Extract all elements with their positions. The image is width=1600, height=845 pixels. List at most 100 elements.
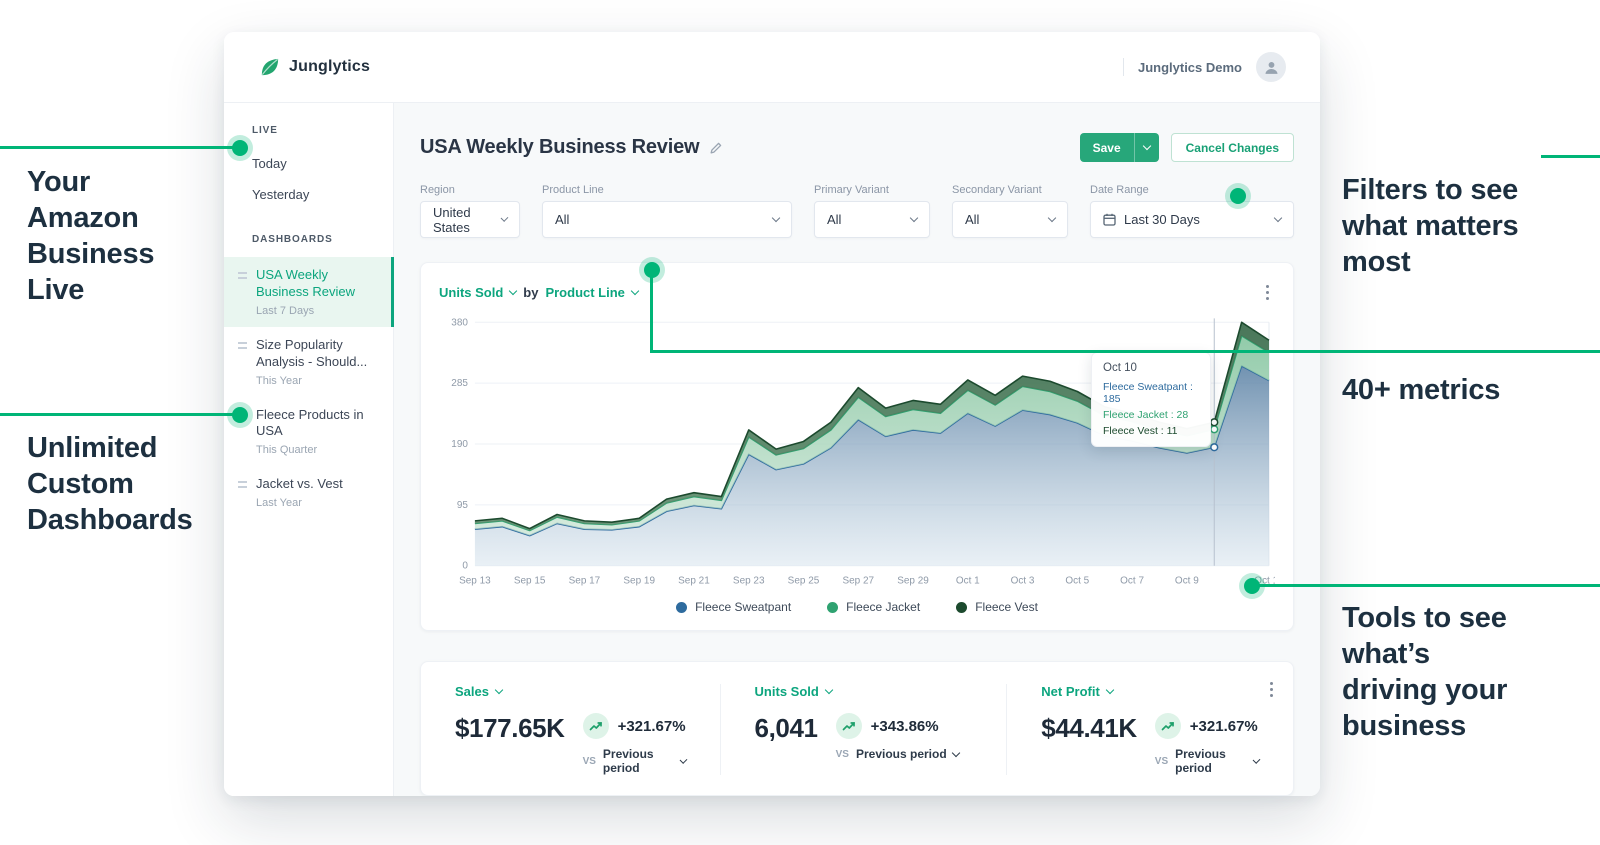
svg-text:Sep 13: Sep 13 — [459, 576, 491, 587]
sidebar-item-usa-weekly-business-review[interactable]: USA Weekly Business Review Last 7 Days — [224, 257, 394, 327]
svg-text:380: 380 — [451, 317, 468, 328]
metric-units-sold: Units Sold 6,041 +343.86% — [719, 684, 1007, 775]
annotation-line-left-bottom — [0, 413, 241, 416]
drag-handle-icon[interactable] — [238, 341, 247, 349]
sidebar-section-live: LIVE — [252, 125, 278, 136]
chart-menu-kebab-icon[interactable] — [1260, 281, 1275, 304]
brand-name: Junglytics — [289, 58, 371, 75]
account-name: Junglytics Demo — [1137, 59, 1242, 75]
chevron-down-icon — [951, 748, 960, 757]
svg-text:Oct 1: Oct 1 — [956, 576, 980, 587]
svg-text:Sep 27: Sep 27 — [842, 576, 874, 587]
metric-name-select[interactable]: Sales — [455, 684, 686, 699]
sidebar-item-yesterday[interactable]: Yesterday — [252, 187, 310, 202]
metric-net-profit: Net Profit $44.41K +321.67% — [1006, 684, 1293, 775]
svg-text:Sep 19: Sep 19 — [623, 576, 655, 587]
product-line-select[interactable]: All — [542, 201, 792, 238]
drag-handle-icon[interactable] — [238, 481, 247, 489]
metric-change: +321.67% — [1189, 717, 1258, 735]
chart-metric-select[interactable]: Units Sold — [439, 285, 518, 300]
vs-label: VS — [835, 748, 849, 760]
svg-text:Sep 15: Sep 15 — [514, 576, 546, 587]
chart-legend: Fleece Sweatpant Fleece Jacket Fleece Ve… — [439, 600, 1275, 620]
metric-name-select[interactable]: Units Sold — [755, 684, 973, 699]
svg-text:Sep 25: Sep 25 — [788, 576, 820, 587]
metrics-menu-kebab-icon[interactable] — [1264, 678, 1279, 701]
chart-area[interactable]: 0 95 190 285 380 Sep 13 Sep 15 Sep 17 Sep 19 Sep … — [439, 312, 1275, 592]
chevron-down-icon — [909, 213, 919, 223]
chevron-down-icon — [509, 286, 518, 296]
dashboard-title: Fleece Products in USA — [256, 406, 364, 439]
trend-up-icon — [835, 713, 862, 739]
annotation-dot-metrics — [644, 262, 660, 278]
previous-period-select[interactable]: Previous period — [603, 747, 687, 775]
dashboard-title: Size Popularity Analysis - Should... — [256, 336, 368, 369]
metric-name-select[interactable]: Net Profit — [1041, 684, 1259, 699]
secondary-variant-select[interactable]: All — [952, 201, 1068, 238]
svg-text:285: 285 — [451, 378, 468, 389]
svg-text:Oct 3: Oct 3 — [1011, 576, 1035, 587]
metric-value: $177.65K — [455, 713, 565, 743]
annotation-line-right-top — [1541, 155, 1600, 158]
annotation-text-40-metrics: 40+ metrics — [1342, 374, 1501, 406]
svg-text:Sep 23: Sep 23 — [733, 576, 765, 587]
legend-item-fleece-sweatpant[interactable]: Fleece Sweatpant — [676, 600, 791, 614]
chart-dimension-select[interactable]: Product Line — [545, 285, 640, 300]
legend-dot-icon — [676, 601, 688, 613]
annotation-dot-filters — [1230, 188, 1246, 204]
drag-handle-icon[interactable] — [238, 272, 247, 279]
metric-change: +343.86% — [870, 717, 939, 735]
chart-card: Units Sold by Product Line 0 95 190 285 380 S… — [420, 262, 1294, 631]
chevron-down-icon — [679, 755, 687, 764]
dashboard-subtitle: This Quarter — [256, 444, 318, 457]
metric-change-badge: +321.67% — [582, 713, 686, 739]
metric-change-badge: +343.86% — [835, 713, 959, 739]
metric-value: 6,041 — [754, 713, 818, 743]
svg-text:190: 190 — [451, 439, 468, 450]
date-range-select[interactable]: Last 30 Days — [1090, 201, 1294, 238]
chevron-down-icon — [494, 685, 504, 695]
chevron-down-icon — [824, 685, 834, 695]
metric-change-badge: +321.67% — [1154, 713, 1259, 739]
save-dropdown-caret[interactable] — [1133, 133, 1159, 162]
sidebar-item-fleece-products-in-usa[interactable]: Fleece Products in USA This Quarter — [224, 397, 393, 467]
svg-text:95: 95 — [457, 500, 469, 511]
app-window: Junglytics Junglytics Demo LIVE Today Ye… — [224, 32, 1320, 796]
primary-variant-select[interactable]: All — [814, 201, 930, 238]
svg-text:Oct 9: Oct 9 — [1175, 576, 1199, 587]
tooltip-line: Fleece Vest : 11 — [1103, 425, 1178, 437]
region-select[interactable]: United States — [420, 201, 520, 238]
calendar-icon — [1103, 213, 1116, 226]
main-content: USA Weekly Business Review Save Cancel C… — [394, 103, 1320, 796]
chevron-down-icon — [1142, 141, 1151, 151]
user-avatar[interactable] — [1256, 52, 1286, 82]
edit-title-icon[interactable] — [709, 141, 723, 155]
tooltip-line: Fleece Sweatpant : 185 — [1103, 381, 1193, 405]
legend-item-fleece-jacket[interactable]: Fleece Jacket — [827, 600, 920, 614]
annotation-text-filters: Filters to see what matters most — [1342, 174, 1519, 278]
metric-sales: Sales $177.65K +321.67% — [421, 684, 720, 775]
legend-item-fleece-vest[interactable]: Fleece Vest — [956, 600, 1038, 614]
save-button[interactable]: Save — [1079, 133, 1159, 162]
annotation-line-metrics-horizontal — [650, 350, 1600, 353]
topbar-divider — [1122, 58, 1124, 76]
tooltip-title: Oct 10 — [1103, 362, 1137, 374]
annotation-dot-live — [232, 140, 248, 156]
cancel-changes-button[interactable]: Cancel Changes — [1170, 133, 1294, 162]
app-topbar: Junglytics Junglytics Demo — [224, 32, 1320, 103]
annotation-line-left-top — [0, 146, 241, 149]
sidebar-section-dashboards: DASHBOARDS — [252, 234, 333, 245]
sidebar-item-jacket-vs-vest[interactable]: Jacket vs. Vest Last Year — [224, 466, 393, 519]
previous-period-select[interactable]: Previous period — [856, 747, 960, 761]
sidebar-item-size-popularity-analysis[interactable]: Size Popularity Analysis - Should... Thi… — [224, 327, 393, 397]
dashboard-title: USA Weekly Business Review — [256, 267, 355, 299]
leaf-logo-icon — [261, 58, 279, 75]
annotation-dot-tools — [1244, 578, 1260, 594]
filter-label-region: Region — [420, 184, 455, 196]
svg-text:Oct 5: Oct 5 — [1065, 576, 1089, 587]
dashboard-subtitle: Last Year — [256, 497, 302, 510]
sidebar-item-today[interactable]: Today — [252, 156, 287, 171]
previous-period-select[interactable]: Previous period — [1175, 747, 1261, 775]
tooltip-line: Fleece Jacket : 28 — [1103, 409, 1189, 421]
